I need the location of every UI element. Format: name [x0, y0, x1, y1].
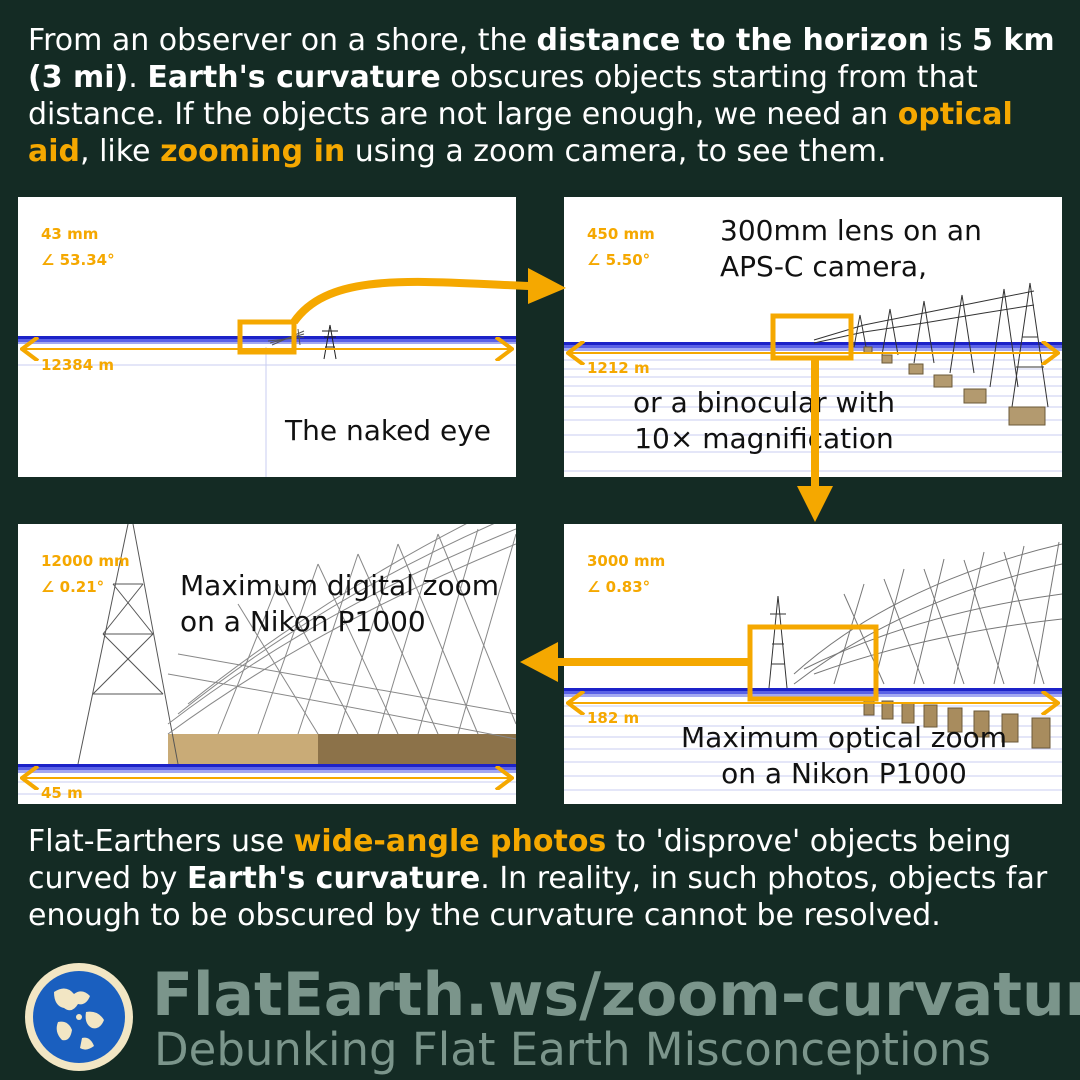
- outro-highlight-curvature: Earth's curvature: [186, 861, 481, 896]
- panel-digital-zoom: 12000 mm ∠ 0.21° 45 m Maximum digital zo…: [18, 524, 516, 804]
- intro-highlight-zooming: zooming in: [160, 134, 346, 169]
- outro-text: . In reality, in such photos, objects fa…: [28, 861, 1048, 933]
- intro-text: obscures objects starting from that dist…: [28, 60, 978, 132]
- caption-300mm-line-1: 300mm lens on an: [720, 214, 982, 247]
- arrowhead-icon: [528, 268, 566, 304]
- caption-optical-zoom-line-2: on a Nikon P1000: [721, 757, 967, 790]
- caption-300mm-line-2: APS-C camera,: [720, 250, 927, 283]
- intro-highlight-horizon: distance to the horizon: [536, 23, 930, 58]
- caption-binocular-line-1: or a binocular with: [633, 386, 895, 419]
- intro-text: is: [929, 23, 973, 58]
- intro-highlight-curvature: Earth's curvature: [147, 60, 441, 95]
- caption-binocular-line-2: 10× magnification: [634, 422, 894, 455]
- intro-text: .: [128, 60, 148, 95]
- arrowhead-icon: [797, 486, 833, 522]
- distance-label: 12384 m: [41, 356, 115, 374]
- outro-paragraph: Flat-Earthers use wide-angle photos to '…: [28, 823, 1068, 934]
- intro-text: , like: [80, 134, 161, 169]
- angle-label: ∠ 53.34°: [41, 251, 115, 269]
- intro-highlight-optical-aid: optical aid: [28, 97, 1013, 169]
- intro-highlight-distance: 5 km (3 mi): [28, 23, 1055, 95]
- site-tagline: Debunking Flat Earth Misconceptions: [154, 1023, 991, 1076]
- wire-mesh: [167, 524, 516, 740]
- angle-label: ∠ 5.50°: [587, 251, 651, 269]
- angle-label: ∠ 0.83°: [587, 578, 651, 596]
- panel-naked-eye: 43 mm ∠ 53.34° 12384 m The naked eye: [18, 197, 516, 477]
- outro-text: to 'disprove' objects being curved by: [28, 824, 1012, 896]
- outro-text: Flat-Earthers use: [28, 824, 294, 859]
- focal-length-label: 3000 mm: [587, 552, 666, 570]
- focal-length-label: 43 mm: [41, 225, 99, 243]
- intro-text: using a zoom camera, to see them.: [345, 134, 887, 169]
- arrowhead-icon: [520, 642, 558, 682]
- wire-mesh: [793, 541, 1062, 685]
- panel-300mm-lens: 450 mm ∠ 5.50° 1212 m 300mm lens on an A…: [564, 197, 1062, 477]
- flat-earth-globe-logo: [25, 963, 133, 1071]
- caption-naked-eye: The naked eye: [284, 414, 492, 447]
- site-url-link[interactable]: FlatEarth.ws/zoom-curvature: [152, 960, 1080, 1030]
- focal-length-label: 450 mm: [587, 225, 655, 243]
- intro-text: From an observer on a shore, the: [28, 23, 537, 58]
- caption-digital-zoom-line-1: Maximum digital zoom: [180, 569, 500, 602]
- intro-paragraph: From an observer on a shore, the distanc…: [28, 22, 1068, 170]
- distance-label: 45 m: [41, 784, 83, 802]
- caption-optical-zoom-line-1: Maximum optical zoom: [681, 721, 1007, 754]
- pylon-icon: [768, 595, 788, 689]
- angle-label: ∠ 0.21°: [41, 578, 105, 596]
- panel-optical-zoom: 3000 mm ∠ 0.83° 182 m Maximum optical zo…: [564, 524, 1062, 804]
- outro-highlight-wide-angle: wide-angle photos: [293, 824, 607, 859]
- caption-digital-zoom-line-2: on a Nikon P1000: [180, 605, 426, 638]
- distance-label: 1212 m: [587, 359, 650, 377]
- pylon-icon: [77, 524, 179, 765]
- focal-length-label: 12000 mm: [41, 552, 130, 570]
